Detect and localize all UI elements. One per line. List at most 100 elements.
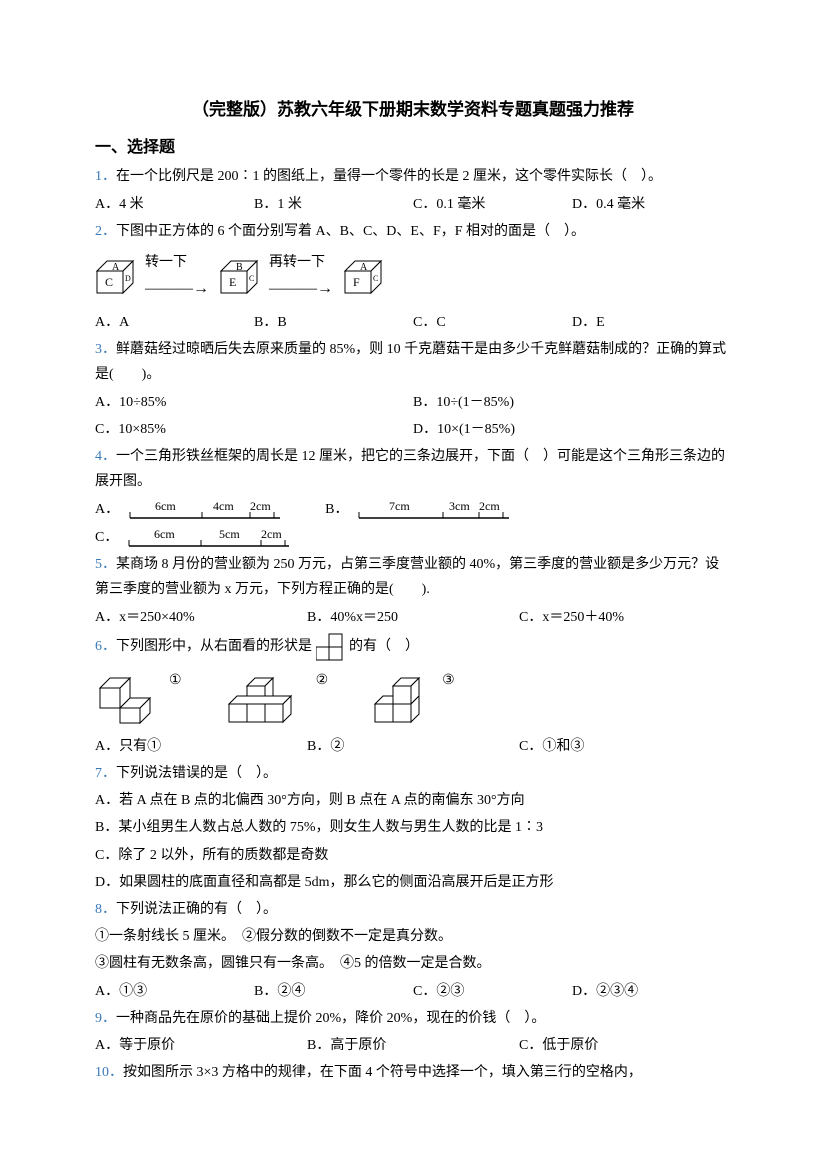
question-number: 1． <box>95 169 116 184</box>
option-a: A．①③ <box>95 979 254 1004</box>
q6-figures: ① ② ③ <box>95 668 731 728</box>
option-b: B．1 米 <box>254 192 413 217</box>
circled-3: ③ <box>442 668 455 693</box>
cube-c-icon: A C D <box>95 259 135 295</box>
q5-options: A．x＝250×40% B．40%x＝250 C．x＝250＋40% <box>95 605 731 630</box>
option-b: B．②④ <box>254 979 413 1004</box>
question-number: 8． <box>95 902 116 917</box>
svg-text:F: F <box>353 275 360 289</box>
q7-line-b: B．某小组男生人数占总人数的 75%，则女生人数与男生人数的比是 1∶3 <box>95 815 731 840</box>
option-c: C．C <box>413 310 572 335</box>
circled-2: ② <box>316 668 329 693</box>
question-10: 10．按如图所示 3×3 方格中的规律，在下面 4 个符号中选择一个，填入第三行… <box>95 1060 731 1085</box>
svg-text:6cm: 6cm <box>155 499 176 513</box>
question-text: 鲜蘑菇经过晾晒后失去原来质量的 85%，则 10 千克蘑菇干是由多少千克鲜蘑菇制… <box>95 342 726 382</box>
option-d: D．10×(1－85%) <box>413 417 731 442</box>
cube-diagram: A C D 转一下———→ B E C 再转一下———→ A F C <box>95 250 731 304</box>
svg-text:5cm: 5cm <box>219 527 240 541</box>
q4-row2: C． 6cm 5cm 2cm <box>95 524 731 550</box>
svg-text:7cm: 7cm <box>389 499 410 513</box>
option-a: A．A <box>95 310 254 335</box>
question-text: 下列说法错误的是（ ）。 <box>116 766 277 781</box>
option-d: D．0.4 毫米 <box>572 192 731 217</box>
option-a: A．x＝250×40% <box>95 605 307 630</box>
option-c: C．0.1 毫米 <box>413 192 572 217</box>
question-text: 在一个比例尺是 200∶1 的图纸上，量得一个零件的长是 2 厘米，这个零件实际… <box>116 169 662 184</box>
svg-text:2cm: 2cm <box>261 527 282 541</box>
question-3: 3．鲜蘑菇经过晾晒后失去原来质量的 85%，则 10 千克蘑菇干是由多少千克鲜蘑… <box>95 337 731 387</box>
question-9: 9．一种商品先在原价的基础上提价 20%，降价 20%，现在的价钱（ ）。 <box>95 1006 731 1031</box>
q4-row1: A． 6cm 4cm 2cm B． 7cm 3cm 2cm <box>95 496 731 522</box>
question-number: 10． <box>95 1065 123 1080</box>
question-6: 6．下列图形中，从右面看的形状是 的有（ ） <box>95 632 731 662</box>
q7-line-d: D．如果圆柱的底面直径和高都是 5dm，那么它的侧面沿高展开后是正方形 <box>95 870 731 895</box>
svg-text:4cm: 4cm <box>213 499 234 513</box>
ruler-c-icon: 6cm 5cm 2cm <box>124 524 294 550</box>
option-c: C．10×85% <box>95 417 413 442</box>
svg-text:2cm: 2cm <box>479 499 500 513</box>
ruler-b-icon: 7cm 3cm 2cm <box>354 496 514 522</box>
l-shape-icon <box>316 632 346 662</box>
question-text: 下列说法正确的有（ ）。 <box>116 902 277 917</box>
q7-line-a: A．若 A 点在 B 点的北偏西 30°方向，则 B 点在 A 点的南偏东 30… <box>95 788 731 813</box>
turn-label-1: 转一下———→ <box>145 250 209 304</box>
option-b: B．10÷(1－85%) <box>413 390 731 415</box>
q3-options-row1: A．10÷85% B．10÷(1－85%) <box>95 390 731 415</box>
svg-text:2cm: 2cm <box>250 499 271 513</box>
q2-options: A．A B．B C．C D．E <box>95 310 731 335</box>
question-7: 7．下列说法错误的是（ ）。 <box>95 761 731 786</box>
ruler-a-icon: 6cm 4cm 2cm <box>125 496 285 522</box>
q6-options: A．只有① B．② C．①和③ <box>95 734 731 759</box>
question-2: 2．下图中正方体的 6 个面分别写着 A、B、C、D、E、F，F 相对的面是（ … <box>95 219 731 244</box>
option-a: A．等于原价 <box>95 1033 307 1058</box>
question-text: 一个三角形铁丝框架的周长是 12 厘米，把它的三条边展开，下面（ ）可能是这个三… <box>95 449 725 489</box>
question-number: 5． <box>95 557 116 572</box>
question-text: 下图中正方体的 6 个面分别写着 A、B、C、D、E、F，F 相对的面是（ ）。 <box>116 224 585 239</box>
option-c-label: C． <box>95 525 118 550</box>
question-number: 7． <box>95 766 116 781</box>
circled-1: ① <box>169 668 182 693</box>
svg-text:C: C <box>249 274 254 283</box>
cube-e-icon: B E C <box>219 259 259 295</box>
question-number: 4． <box>95 449 116 464</box>
cube-fig-3-icon <box>368 668 438 728</box>
cube-fig-1-icon <box>95 668 165 728</box>
svg-text:6cm: 6cm <box>154 527 175 541</box>
question-1: 1．在一个比例尺是 200∶1 的图纸上，量得一个零件的长是 2 厘米，这个零件… <box>95 164 731 189</box>
cube-fig-2-icon <box>222 668 312 728</box>
option-c: C．①和③ <box>519 734 731 759</box>
option-d: D．②③④ <box>572 979 731 1004</box>
q9-options: A．等于原价 B．高于原价 C．低于原价 <box>95 1033 731 1058</box>
question-number: 3． <box>95 342 116 357</box>
question-4: 4．一个三角形铁丝框架的周长是 12 厘米，把它的三条边展开，下面（ ）可能是这… <box>95 444 731 494</box>
svg-text:3cm: 3cm <box>449 499 470 513</box>
option-b: B．40%x＝250 <box>307 605 519 630</box>
q1-options: A．4 米 B．1 米 C．0.1 毫米 D．0.4 毫米 <box>95 192 731 217</box>
svg-text:C: C <box>105 275 113 289</box>
option-a: A．只有① <box>95 734 307 759</box>
question-text: 按如图所示 3×3 方格中的规律，在下面 4 个符号中选择一个，填入第三行的空格… <box>123 1065 642 1080</box>
question-8: 8．下列说法正确的有（ ）。 <box>95 897 731 922</box>
question-text: 一种商品先在原价的基础上提价 20%，降价 20%，现在的价钱（ ）。 <box>116 1011 545 1026</box>
option-a-label: A． <box>95 497 119 522</box>
question-text: 某商场 8 月份的营业额为 250 万元，占第三季度营业额的 40%，第三季度的… <box>95 557 719 597</box>
option-a: A．10÷85% <box>95 390 413 415</box>
question-number: 6． <box>95 639 116 654</box>
option-b: B．B <box>254 310 413 335</box>
svg-text:E: E <box>229 275 236 289</box>
option-c: C．②③ <box>413 979 572 1004</box>
turn-label-2: 再转一下———→ <box>269 250 333 304</box>
option-b: B．② <box>307 734 519 759</box>
svg-text:D: D <box>125 274 131 283</box>
option-b-label: B． <box>325 497 348 522</box>
question-number: 9． <box>95 1011 116 1026</box>
svg-text:C: C <box>373 274 378 283</box>
cube-f-icon: A F C <box>343 259 383 295</box>
question-text-before: 下列图形中，从右面看的形状是 <box>116 639 312 654</box>
section-header: 一、选择题 <box>95 134 731 163</box>
question-5: 5．某商场 8 月份的营业额为 250 万元，占第三季度营业额的 40%，第三季… <box>95 552 731 602</box>
option-d: D．E <box>572 310 731 335</box>
option-a: A．4 米 <box>95 192 254 217</box>
q8-line1: ①一条射线长 5 厘米。 ②假分数的倒数不一定是真分数。 <box>95 924 731 949</box>
q3-options-row2: C．10×85% D．10×(1－85%) <box>95 417 731 442</box>
